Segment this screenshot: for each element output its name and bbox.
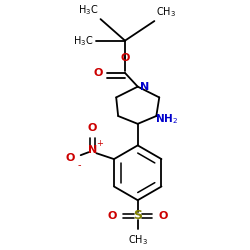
- Text: CH$_3$: CH$_3$: [156, 5, 176, 19]
- Text: O: O: [108, 211, 117, 221]
- Text: +: +: [96, 139, 103, 148]
- Text: S: S: [133, 209, 142, 222]
- Text: CH$_3$: CH$_3$: [128, 234, 148, 247]
- Text: O: O: [88, 123, 97, 133]
- Text: O: O: [93, 68, 102, 78]
- Text: -: -: [78, 160, 82, 170]
- Text: NH$_2$: NH$_2$: [155, 112, 178, 126]
- Text: H$_3$C: H$_3$C: [78, 3, 98, 17]
- Text: O: O: [158, 211, 168, 221]
- Text: O: O: [66, 153, 75, 163]
- Text: N: N: [140, 82, 149, 92]
- Text: N: N: [88, 145, 97, 155]
- Text: O: O: [120, 53, 130, 63]
- Text: H$_3$C: H$_3$C: [73, 34, 94, 48]
